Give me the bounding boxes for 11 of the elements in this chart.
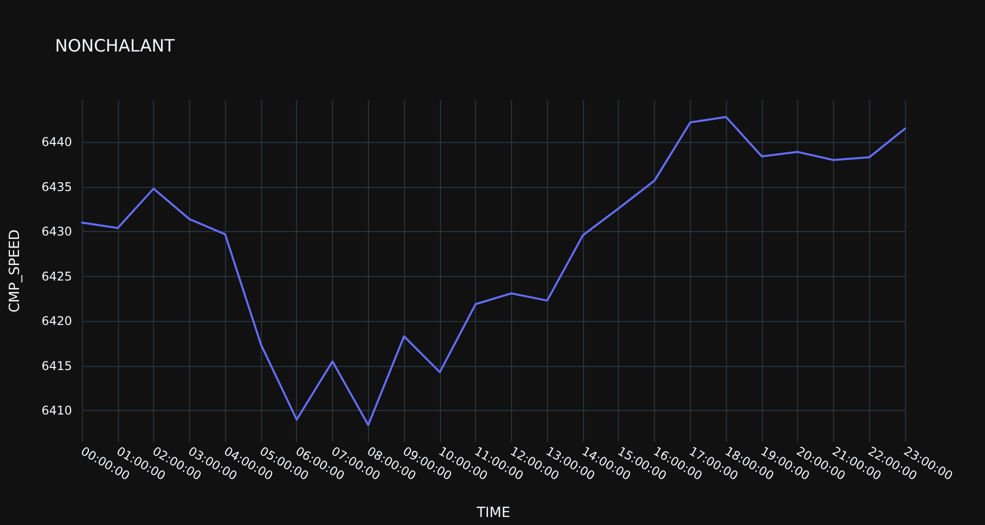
y-tick-label: 6440 [41, 135, 72, 150]
x-axis-title: TIME [476, 505, 510, 521]
y-tick-label: 6430 [41, 224, 72, 239]
y-tick-label: 6420 [41, 314, 72, 328]
line-series [81, 116, 906, 426]
chart-title: NONCHALANT [55, 36, 176, 56]
y-axis-title: CMP_SPEED [7, 229, 23, 313]
y-tick-label: 6410 [41, 404, 72, 418]
y-tick-label: 6425 [41, 269, 72, 284]
y-tick-label: 6415 [41, 358, 72, 373]
y-tick-label: 6435 [41, 180, 72, 194]
